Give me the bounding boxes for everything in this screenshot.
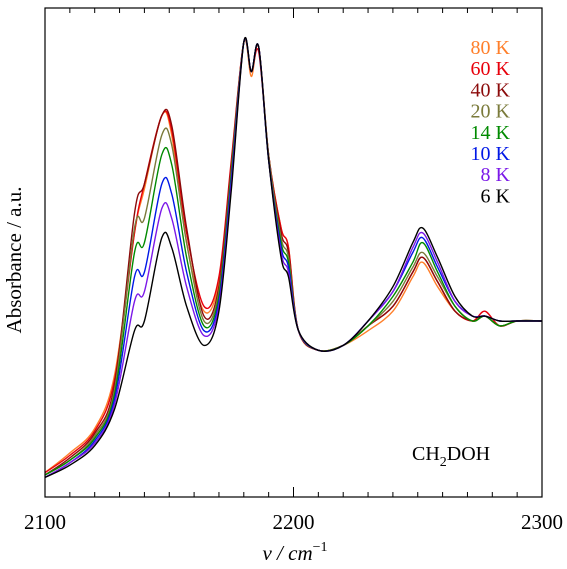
series-line-40k bbox=[44, 38, 543, 476]
x-tick-label: 2200 bbox=[273, 510, 315, 534]
legend: 80 K60 K40 K20 K14 K10 K8 K6 K bbox=[471, 37, 511, 207]
series-line-10k bbox=[44, 37, 542, 479]
y-axis-label: Absorbance / a.u. bbox=[2, 187, 26, 334]
series-line-60k bbox=[44, 38, 543, 474]
x-axis-label: ν / cm−1 bbox=[262, 540, 327, 565]
series-line-6k bbox=[44, 37, 542, 479]
x-axis-label-text: ν / cm bbox=[262, 541, 312, 565]
series-line-14k bbox=[44, 37, 543, 476]
legend-entry-20k: 20 K bbox=[471, 101, 511, 123]
x-axis-label-superscript: −1 bbox=[313, 540, 328, 555]
annotation-main: CH bbox=[412, 443, 440, 465]
series-line-8k bbox=[44, 37, 542, 479]
legend-entry-10k: 10 K bbox=[471, 143, 511, 165]
legend-entry-60k: 60 K bbox=[471, 58, 511, 80]
legend-entry-14k: 14 K bbox=[471, 122, 511, 144]
tick-layer: 2100 2200 2300 bbox=[24, 8, 563, 534]
legend-entry-40k: 40 K bbox=[471, 79, 511, 101]
series-line-80k bbox=[44, 38, 543, 474]
legend-entry-6k: 6 K bbox=[481, 185, 511, 207]
molecule-annotation: CH2DOH bbox=[412, 443, 490, 470]
annotation-rest: DOH bbox=[447, 443, 490, 465]
series-line-20k bbox=[44, 38, 543, 476]
x-tick-label: 2100 bbox=[24, 510, 66, 534]
x-tick-label: 2300 bbox=[521, 510, 563, 534]
legend-entry-80k: 80 K bbox=[471, 37, 511, 59]
annotation-subscript: 2 bbox=[440, 455, 447, 470]
legend-entry-8k: 8 K bbox=[481, 164, 511, 186]
series-layer bbox=[44, 37, 543, 479]
plot-frame bbox=[44, 7, 543, 498]
